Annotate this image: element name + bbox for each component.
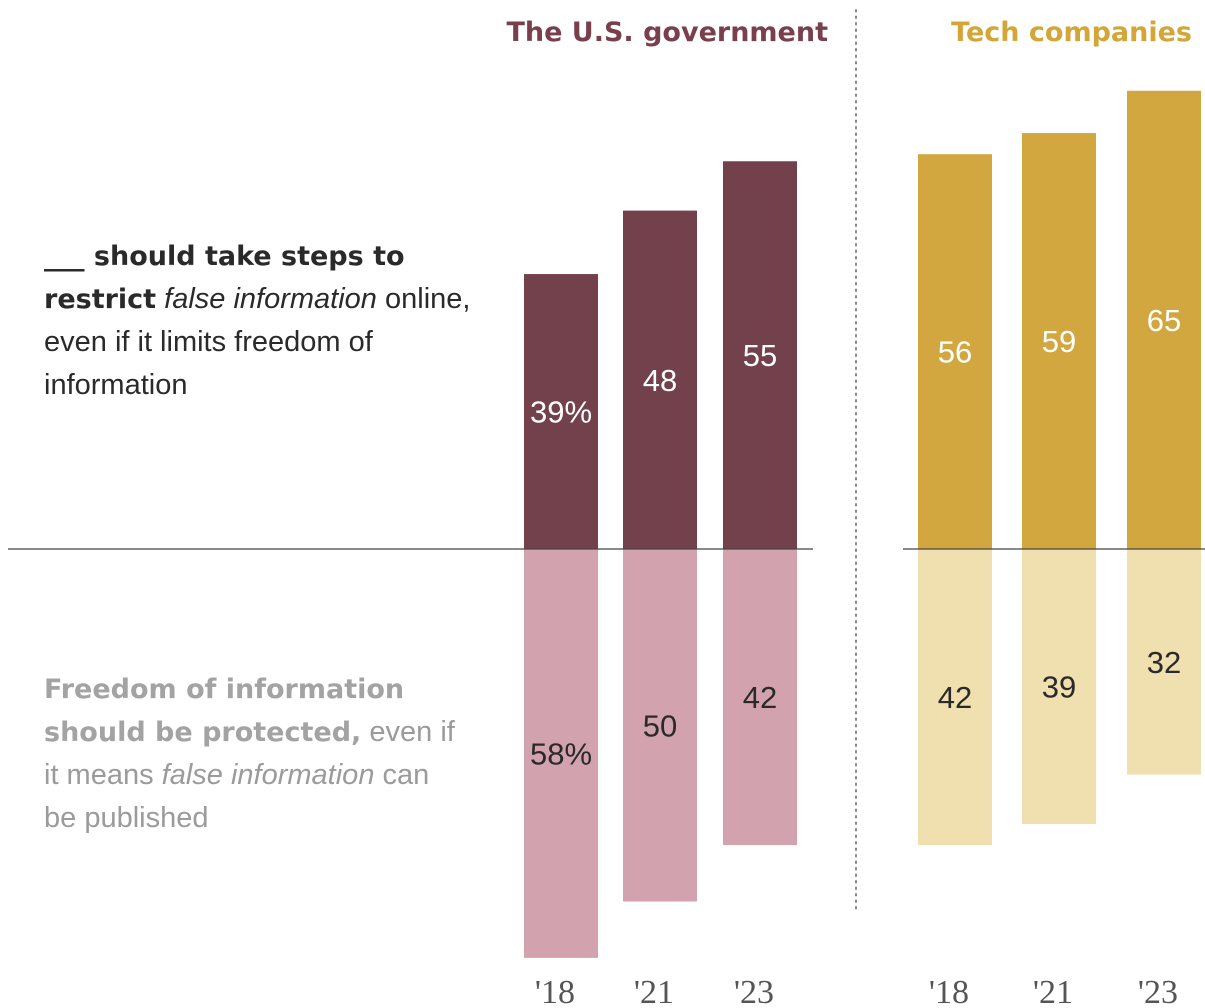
legend-restrict-italic: false information bbox=[164, 283, 377, 315]
bar-restrict bbox=[723, 161, 797, 549]
data-label: 58% bbox=[530, 736, 592, 771]
data-label: 65 bbox=[1147, 303, 1181, 338]
data-label: 39 bbox=[1042, 669, 1076, 704]
legend-freedom-rest-2: can be published bbox=[44, 759, 430, 834]
x-tick-label: '23 bbox=[734, 974, 774, 1008]
bar-restrict bbox=[623, 210, 697, 549]
data-label: 42 bbox=[743, 680, 777, 715]
bar-freedom bbox=[1022, 549, 1096, 824]
bar-restrict bbox=[918, 154, 992, 549]
data-label: 59 bbox=[1042, 324, 1076, 359]
x-tick-label: '21 bbox=[634, 974, 674, 1008]
bar-restrict bbox=[1022, 133, 1096, 550]
bar-freedom bbox=[524, 549, 598, 958]
bar-freedom bbox=[623, 549, 697, 902]
legend-restrict-rest: online, even if it limits freedom of inf… bbox=[44, 283, 471, 401]
data-label: 32 bbox=[1147, 645, 1181, 680]
legend-freedom-protected: Freedom of information should be protect… bbox=[44, 668, 464, 840]
bar-freedom bbox=[723, 549, 797, 846]
data-label: 39% bbox=[530, 395, 592, 430]
x-tick-label: '18 bbox=[535, 974, 575, 1008]
data-label: 55 bbox=[743, 338, 777, 373]
bar-restrict bbox=[1127, 90, 1201, 549]
data-label: 50 bbox=[643, 708, 677, 743]
x-tick-label: '18 bbox=[929, 974, 969, 1008]
x-tick-label: '21 bbox=[1033, 974, 1073, 1008]
legend-freedom-italic: false information bbox=[161, 759, 375, 791]
x-tick-label: '23 bbox=[1138, 974, 1178, 1008]
legend-restrict-bold: ___ should take steps to restrict bbox=[44, 241, 405, 315]
legend-restrict-steps: ___ should take steps to restrict false … bbox=[44, 235, 474, 407]
data-label: 48 bbox=[643, 363, 677, 398]
data-label: 56 bbox=[938, 335, 972, 370]
panel-title: Tech companies bbox=[951, 17, 1192, 48]
legend-freedom-bold: Freedom of information should be protect… bbox=[44, 674, 405, 748]
panel-title: The U.S. government bbox=[506, 17, 828, 48]
bar-freedom bbox=[1127, 549, 1201, 775]
legend-freedom-rest-1: even if it means bbox=[44, 716, 455, 791]
data-label: 42 bbox=[938, 680, 972, 715]
bar-freedom bbox=[918, 549, 992, 846]
bar-restrict bbox=[524, 274, 598, 549]
